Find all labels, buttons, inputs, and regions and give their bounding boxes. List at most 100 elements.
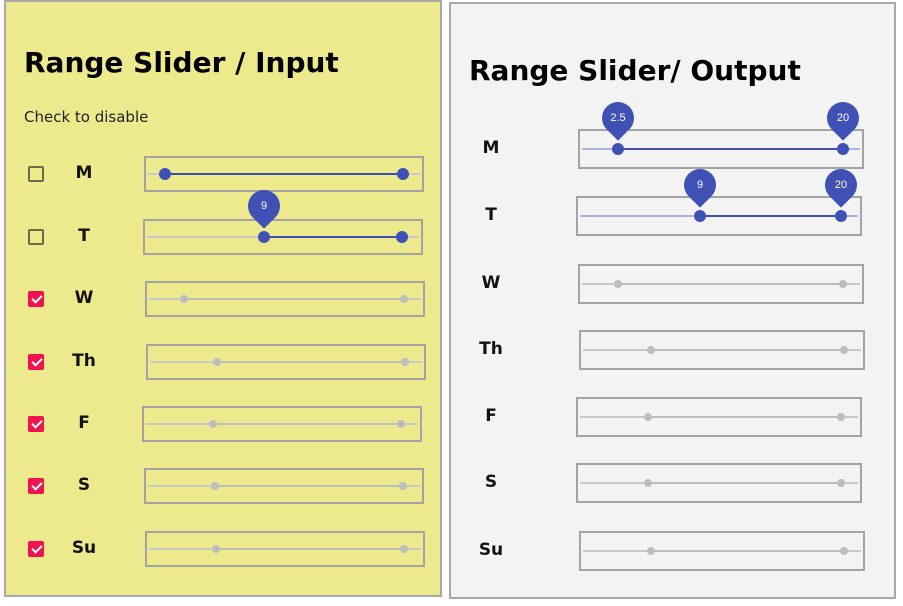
slider-inner — [583, 332, 861, 368]
slider-range-fill — [648, 416, 842, 418]
disable-hint: Check to disable — [24, 108, 149, 126]
slider-range-fill — [699, 215, 842, 217]
slider-thumb-high[interactable] — [837, 143, 850, 155]
input-slider-su — [145, 531, 425, 567]
disable-checkbox-s[interactable] — [28, 478, 44, 494]
slider-range-fill — [212, 423, 402, 425]
input-slider-f — [142, 406, 422, 442]
slider-thumb-low — [644, 479, 653, 487]
output-slider-f — [576, 397, 862, 437]
input-slider-th — [146, 344, 426, 380]
slider-range-fill — [215, 548, 405, 550]
slider-thumb-low[interactable] — [158, 168, 171, 180]
day-label: S — [77, 475, 91, 495]
slider-inner — [582, 266, 860, 302]
slider-value-text: 20 — [837, 112, 850, 124]
disable-checkbox-su[interactable] — [28, 541, 44, 557]
day-label: W — [74, 288, 94, 308]
slider-thumb-high — [837, 413, 846, 421]
slider-thumb-low[interactable] — [612, 143, 625, 155]
slider-value-label: 2.5 — [595, 95, 641, 141]
slider-thumb-high[interactable] — [396, 231, 409, 243]
day-label: Su — [478, 540, 504, 560]
slider-thumb-high — [401, 358, 410, 366]
slider-thumb-low — [644, 413, 653, 421]
slider-thumb-low — [210, 482, 219, 490]
input-panel-title: Range Slider / Input — [24, 46, 339, 79]
day-label: F — [78, 413, 90, 433]
disable-checkbox-m[interactable] — [28, 166, 44, 182]
day-label: M — [75, 163, 93, 183]
output-slider-m[interactable]: 2.5 20 — [578, 95, 866, 169]
slider-thumb-low — [647, 346, 656, 354]
slider-value-label: 20 — [820, 95, 866, 141]
slider-value-label: 9 — [241, 183, 287, 229]
slider-inner — [146, 408, 418, 440]
slider-thumb-high — [840, 346, 849, 354]
slider-range-fill — [184, 298, 405, 300]
input-slider-m[interactable] — [144, 156, 424, 192]
disable-checkbox-w[interactable] — [28, 291, 44, 307]
output-slider-t[interactable]: 9 20 — [576, 162, 864, 236]
slider-inner — [149, 533, 421, 565]
output-panel-title: Range Slider/ Output — [469, 54, 801, 87]
day-label: Th — [72, 351, 96, 371]
day-label: Su — [71, 538, 97, 558]
slider-range-fill — [618, 148, 844, 150]
slider-inner — [583, 533, 861, 569]
slider-inner: 9 — [147, 183, 419, 253]
day-label: T — [78, 226, 90, 246]
input-slider-t[interactable]: 9 — [143, 183, 423, 255]
disable-checkbox-th[interactable] — [28, 354, 44, 370]
input-slider-w — [145, 281, 425, 317]
slider-thumb-low — [180, 295, 189, 303]
slider-thumb-high — [399, 482, 408, 490]
slider-thumb-high[interactable] — [397, 168, 410, 180]
slider-thumb-high — [397, 420, 406, 428]
input-panel: Range Slider / Input Check to disable M T… — [4, 0, 442, 597]
slider-inner — [580, 399, 858, 435]
output-panel: Range Slider/ Output M 2.5 20 T 9 20 W Th F S Su — [449, 2, 896, 599]
day-label: Th — [479, 339, 503, 359]
input-slider-s — [144, 468, 424, 504]
slider-range-fill — [651, 349, 845, 351]
output-slider-su — [579, 531, 865, 571]
slider-inner — [149, 283, 421, 315]
slider-thumb-low — [614, 280, 623, 288]
output-slider-s — [576, 463, 862, 503]
slider-thumb-low — [647, 547, 656, 555]
slider-thumb-high — [837, 479, 846, 487]
slider-thumb-high — [839, 280, 848, 288]
slider-inner: 2.5 20 — [582, 95, 866, 167]
slider-thumb-high[interactable] — [835, 210, 848, 222]
slider-thumb-high — [400, 545, 409, 553]
slider-value-text: 2.5 — [610, 112, 626, 124]
slider-range-fill — [618, 283, 844, 285]
slider-value-label: 9 — [677, 162, 723, 208]
slider-thumb-low[interactable] — [693, 210, 706, 222]
slider-thumb-low — [208, 420, 217, 428]
output-slider-w — [578, 264, 864, 304]
slider-range-fill — [651, 550, 845, 552]
slider-thumb-low — [211, 545, 220, 553]
slider-range-fill — [214, 485, 404, 487]
output-slider-th — [579, 330, 865, 370]
slider-value-text: 20 — [835, 179, 848, 191]
disable-checkbox-t[interactable] — [28, 229, 44, 245]
day-label: M — [482, 138, 500, 158]
slider-inner — [148, 158, 420, 190]
slider-thumb-high — [840, 547, 849, 555]
slider-inner — [148, 470, 420, 502]
slider-inner: 9 20 — [580, 162, 864, 234]
day-label: T — [485, 205, 497, 225]
slider-value-text: 9 — [696, 179, 703, 191]
day-label: F — [485, 406, 497, 426]
slider-inner — [150, 346, 422, 378]
slider-range-fill — [648, 482, 842, 484]
slider-thumb-low — [212, 358, 221, 366]
slider-thumb-high — [400, 295, 409, 303]
slider-inner — [580, 465, 858, 501]
day-label: W — [481, 273, 501, 293]
slider-thumb-low[interactable] — [258, 231, 271, 243]
disable-checkbox-f[interactable] — [28, 416, 44, 432]
